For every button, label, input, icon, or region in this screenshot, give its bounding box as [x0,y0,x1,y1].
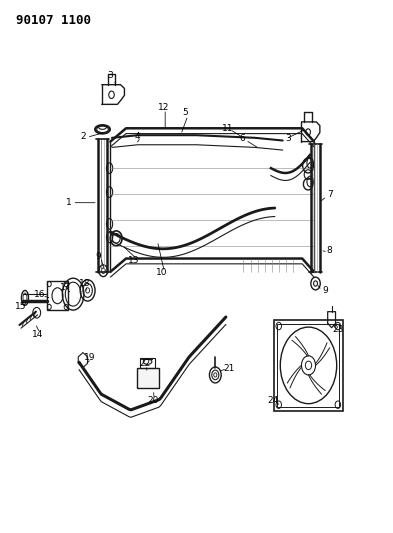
Text: 90107 1100: 90107 1100 [17,14,91,27]
Text: 11: 11 [222,124,233,133]
Circle shape [301,356,316,375]
Text: 13: 13 [128,256,140,264]
Text: 24: 24 [267,396,279,405]
Text: 20: 20 [147,396,158,405]
Text: 17: 17 [60,283,71,292]
Bar [277,324,340,407]
Text: 3: 3 [286,134,291,143]
Circle shape [101,268,105,273]
Text: 2: 2 [80,132,86,141]
Text: 9: 9 [95,253,101,261]
Text: 5: 5 [182,108,187,117]
Bar [47,281,68,310]
Text: 22: 22 [139,359,151,368]
Text: 7: 7 [327,190,332,199]
Text: 4: 4 [135,132,141,141]
Text: 1: 1 [66,198,72,207]
Text: 14: 14 [32,329,44,338]
Bar [274,320,343,411]
Bar [137,368,158,388]
Text: 8: 8 [327,246,332,255]
Text: 3: 3 [107,70,113,79]
Text: 21: 21 [223,364,234,373]
Text: 16: 16 [34,290,46,299]
Text: 6: 6 [240,134,246,143]
Text: 10: 10 [156,269,167,277]
Text: 19: 19 [84,353,96,362]
Bar [141,359,154,368]
Text: 23: 23 [332,325,344,334]
Text: 18: 18 [79,279,91,288]
Text: 12: 12 [158,102,169,111]
Text: 15: 15 [15,302,26,311]
Text: 9: 9 [322,286,328,295]
